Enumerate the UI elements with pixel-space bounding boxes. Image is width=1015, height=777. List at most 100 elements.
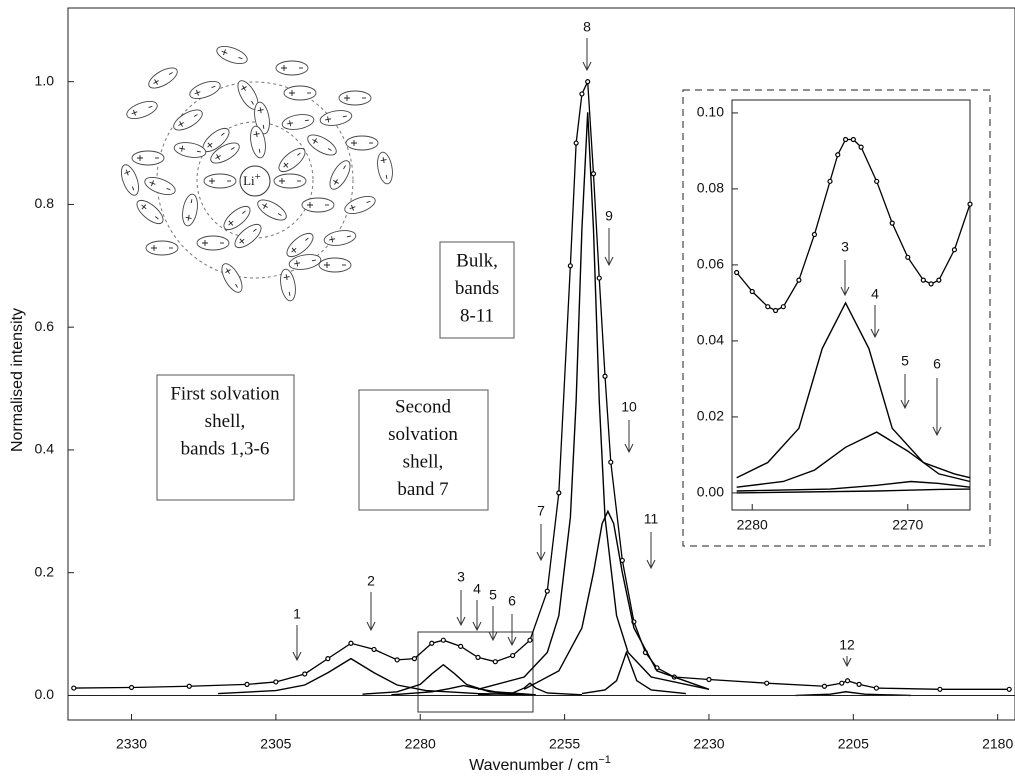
molecule bbox=[280, 268, 296, 302]
positive-sign bbox=[380, 157, 387, 164]
molecule bbox=[189, 80, 221, 100]
positive-sign bbox=[179, 145, 186, 152]
data-point bbox=[527, 637, 533, 643]
series-line bbox=[477, 682, 582, 696]
positive-sign bbox=[239, 238, 245, 244]
positive-sign bbox=[131, 109, 138, 116]
band-arrow bbox=[456, 590, 466, 627]
y-tick-label: 0.06 bbox=[697, 256, 724, 272]
x-axis-label: Wavenumber / cm−1 bbox=[469, 754, 611, 774]
positive-sign bbox=[225, 268, 231, 274]
data-point bbox=[706, 676, 712, 683]
molecule bbox=[318, 257, 352, 273]
molecule bbox=[281, 114, 315, 130]
data-point bbox=[951, 247, 958, 253]
negative-sign bbox=[242, 210, 246, 214]
series-line bbox=[736, 431, 971, 488]
series-line bbox=[477, 112, 710, 690]
band-label: 10 bbox=[621, 399, 637, 415]
negative-sign bbox=[258, 148, 261, 153]
molecule-outline bbox=[173, 109, 203, 131]
annotation-text: solvation bbox=[388, 424, 458, 445]
series-line bbox=[218, 657, 536, 696]
data-point bbox=[440, 637, 446, 643]
molecule-outline bbox=[273, 173, 307, 189]
zoom-region bbox=[417, 631, 534, 713]
negative-sign bbox=[190, 199, 193, 204]
molecule bbox=[196, 235, 230, 251]
y-tick-label: 1.0 bbox=[35, 72, 55, 88]
y-tick-label: 0.6 bbox=[35, 318, 55, 334]
positive-sign bbox=[209, 178, 215, 184]
positive-sign bbox=[178, 121, 184, 127]
positive-sign bbox=[215, 154, 221, 160]
molecule bbox=[136, 199, 164, 225]
band-arrow bbox=[536, 524, 546, 562]
positive-sign bbox=[294, 260, 301, 267]
data-point bbox=[936, 277, 942, 283]
molecule-outline bbox=[144, 176, 176, 196]
negative-sign bbox=[277, 213, 282, 216]
data-point bbox=[839, 680, 845, 686]
positive-sign bbox=[287, 120, 294, 127]
data-point bbox=[734, 269, 740, 276]
data-point bbox=[780, 304, 786, 310]
band-arrow bbox=[900, 374, 910, 410]
annotation-box bbox=[439, 241, 515, 339]
band-label: 1 bbox=[293, 606, 301, 622]
molecule bbox=[338, 90, 372, 106]
negative-sign bbox=[148, 105, 153, 109]
data-point bbox=[874, 178, 880, 184]
annotation-box bbox=[156, 374, 295, 501]
negative-sign bbox=[288, 291, 291, 296]
x-tick-label: 2280 bbox=[405, 736, 436, 752]
annotation-text: Bulk, bbox=[456, 250, 498, 271]
x-tick-label: 2205 bbox=[838, 736, 869, 752]
negative-sign bbox=[253, 228, 257, 232]
negative-sign bbox=[211, 85, 216, 89]
data-point bbox=[590, 171, 597, 177]
negative-sign bbox=[168, 72, 173, 75]
molecule bbox=[301, 197, 335, 213]
negative-sign bbox=[262, 124, 265, 129]
molecule bbox=[345, 135, 379, 151]
series-line bbox=[795, 691, 912, 697]
data-point bbox=[608, 459, 614, 465]
molecule bbox=[223, 205, 251, 231]
negative-sign bbox=[193, 114, 198, 117]
positive-sign bbox=[333, 179, 339, 185]
plot-frame bbox=[67, 7, 1015, 721]
band-arrow bbox=[472, 600, 482, 632]
molecule bbox=[131, 150, 165, 166]
molecule bbox=[216, 45, 248, 65]
molecule bbox=[329, 160, 351, 190]
positive-sign bbox=[283, 162, 289, 168]
negative-sign bbox=[311, 259, 316, 262]
molecule-outline bbox=[345, 135, 379, 151]
lithium-ion bbox=[239, 165, 271, 197]
molecule-outline bbox=[301, 197, 335, 213]
positive-sign bbox=[325, 116, 332, 123]
negative-sign bbox=[346, 235, 351, 238]
y-tick-label: 0.02 bbox=[697, 408, 724, 424]
positive-sign bbox=[257, 107, 264, 114]
negative-sign bbox=[342, 115, 347, 118]
positive-sign bbox=[289, 90, 295, 96]
molecule bbox=[145, 240, 179, 256]
band-arrow bbox=[604, 228, 614, 267]
molecule bbox=[144, 176, 176, 196]
data-point bbox=[842, 136, 849, 143]
positive-sign bbox=[149, 180, 156, 187]
series-line bbox=[391, 684, 536, 696]
band-label: 5 bbox=[489, 587, 497, 603]
molecule-outline bbox=[323, 230, 357, 246]
annotation-text: shell, bbox=[205, 411, 246, 432]
molecule bbox=[286, 232, 314, 258]
molecule bbox=[221, 263, 243, 293]
data-point bbox=[889, 220, 895, 226]
band-label: 12 bbox=[839, 637, 855, 653]
y-tick-label: 0.10 bbox=[697, 104, 724, 120]
band-arrow bbox=[932, 378, 942, 437]
band-label: 8 bbox=[583, 19, 591, 35]
